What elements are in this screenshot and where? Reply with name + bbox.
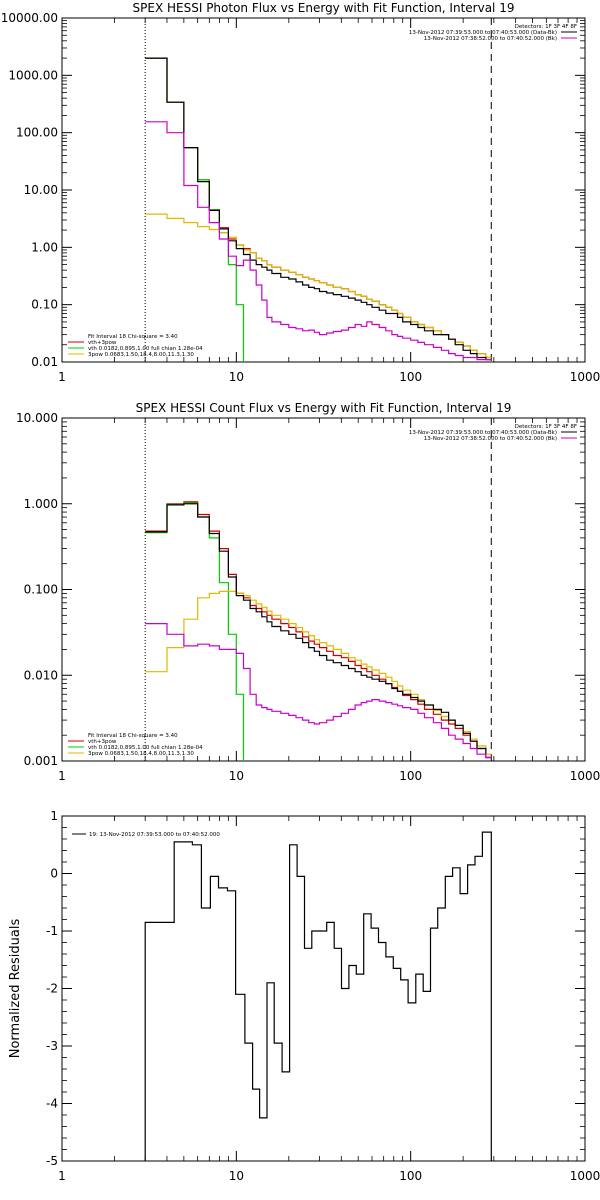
chart-panel-3: 1 10 100 1000 -5 -4 -3 -2 -1 0 1 Normalized Residua…	[8, 809, 600, 1183]
info-text: Detectors: 1F 3F 4F 8F	[515, 24, 577, 30]
legend-text: vth 0.0182,0.895,1.00 full chian 1.28e-0…	[88, 346, 203, 352]
info-text: 13-Nov-2012 07:39:53.000 to 07:40:53.000…	[409, 30, 557, 36]
x-tick-label: 1	[58, 1169, 66, 1183]
x-tick-label: 1	[58, 370, 66, 384]
y-axis-label: Normalized Residuals	[8, 919, 23, 1059]
x-tick-label: 1000	[570, 1169, 600, 1183]
y-tick-label: -3	[46, 1039, 58, 1053]
legend-text: Fit Interval 18 Chi-square = 3.40	[88, 334, 178, 340]
x-tick-label: 10	[229, 1169, 244, 1183]
chart-title: SPEX HESSI Photon Flux vs Energy with Fi…	[133, 1, 515, 15]
series-line-3	[145, 590, 492, 755]
plot-frame	[61, 417, 586, 762]
info-text: 13-Nov-2012 07:38:52.000 to 07:40:52.000…	[424, 436, 557, 442]
y-tick-label: 0.010	[24, 668, 58, 682]
x-tick-label: 100	[399, 370, 422, 384]
y-tick-label: -4	[46, 1097, 58, 1111]
chart-panel-2: SPEX HESSI Count Flux vs Energy with Fit…	[16, 401, 600, 783]
x-tick-label: 1000	[570, 769, 600, 783]
y-tick-label: 0.01	[31, 355, 58, 369]
legend-text: Fit Interval 18 Chi-square = 3.40	[88, 733, 178, 739]
series-line-5	[145, 121, 492, 361]
series-line-4	[145, 503, 492, 759]
plot-frame	[61, 815, 586, 1162]
y-tick-label: 1.000	[24, 497, 58, 511]
y-tick-label: 100.00	[16, 126, 58, 140]
info-text: 13-Nov-2012 07:39:53.000 to 07:40:53.000…	[409, 430, 557, 436]
y-tick-label: 1	[50, 809, 58, 823]
x-tick-label: 100	[399, 1169, 422, 1183]
legend-text: 3pow 0.0683,1.50,18.4,8.00,11.3,1.30	[88, 352, 194, 358]
x-tick-label: 1	[58, 769, 66, 783]
legend-text: vth 0.0182,0.895,1.00 full chian 1.28e-0…	[88, 745, 203, 751]
y-tick-label: 0	[50, 867, 58, 881]
series-line-2	[145, 57, 245, 362]
y-tick-label: 0.100	[24, 583, 58, 597]
x-tick-label: 10	[229, 769, 244, 783]
y-tick-label: 10.00	[24, 183, 58, 197]
y-tick-label: 1000.00	[8, 68, 58, 82]
series-line-2	[145, 502, 245, 761]
chart-panel-1: SPEX HESSI Photon Flux vs Energy with Fi…	[1, 1, 600, 384]
series-line-1	[144, 831, 492, 1161]
info-text: 13-Nov-2012 07:38:52.000 to 07:40:52.000…	[424, 36, 557, 42]
series-line-3	[145, 213, 492, 359]
x-tick-label: 100	[399, 769, 422, 783]
series-line-4	[145, 57, 492, 361]
x-tick-label: 1000	[570, 370, 600, 384]
legend-text: 3pow 0.0683,1.50,18.4,8.00,11.3,1.30	[88, 751, 194, 757]
y-tick-label: -5	[46, 1154, 58, 1168]
series-line-5	[145, 623, 492, 759]
series-line-1	[145, 501, 492, 759]
legend-text: vth+3pow	[88, 340, 117, 346]
x-tick-label: 10	[229, 370, 244, 384]
y-tick-label: -2	[46, 982, 58, 996]
y-tick-label: -1	[46, 924, 58, 938]
y-tick-label: 0.10	[31, 298, 58, 312]
plot-frame	[61, 17, 586, 363]
y-tick-label: 0.001	[24, 754, 58, 768]
y-tick-label: 10.000	[16, 411, 58, 425]
y-tick-label: 1.00	[31, 240, 58, 254]
legend-text: 19: 13-Nov-2012 07:39:53.000 to 07:40:52…	[89, 832, 220, 838]
chart-title: SPEX HESSI Count Flux vs Energy with Fit…	[136, 401, 512, 415]
legend-text: vth+3pow	[88, 739, 117, 745]
info-text: Detectors: 1F 3F 4F 8F	[515, 424, 577, 430]
y-tick-label: 10000.00	[1, 11, 58, 25]
